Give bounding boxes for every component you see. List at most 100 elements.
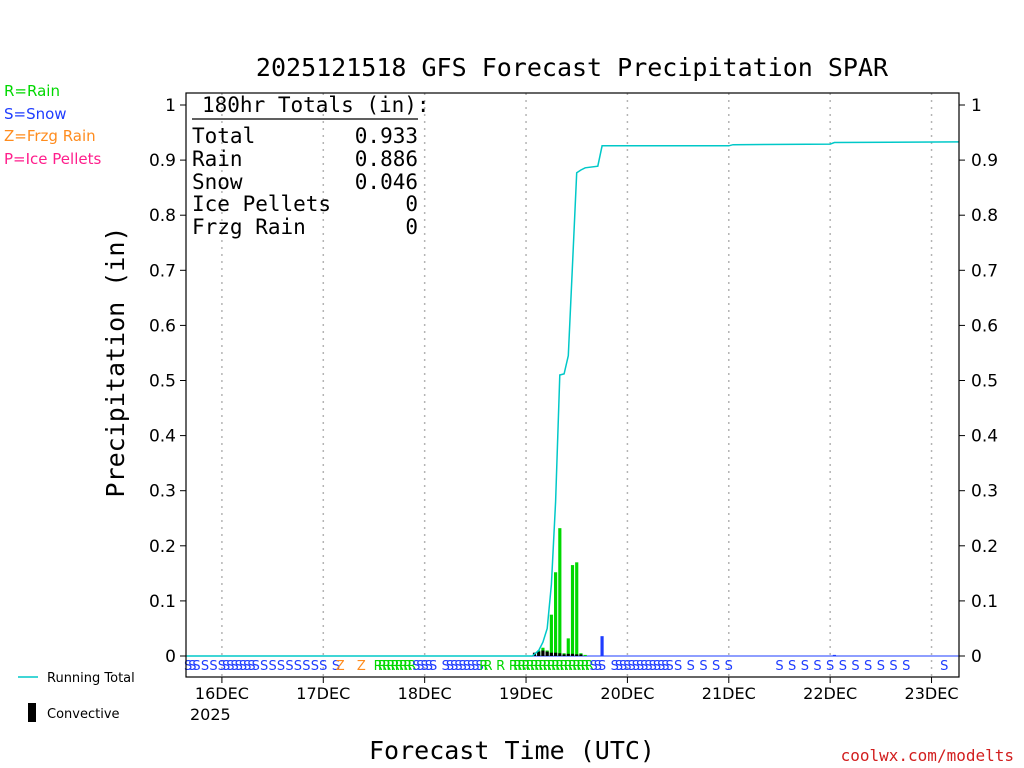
y-tick-label-left: 0.7 <box>149 261 176 281</box>
ptype-marker: S <box>218 659 226 674</box>
legend-ice-pellets: P=Ice Pellets <box>4 150 101 168</box>
y-tick-label-left: 0.3 <box>149 482 176 502</box>
ptype-marker: S <box>598 659 606 674</box>
ptype-marker: S <box>450 659 458 674</box>
axes: 0 00.1 0.10.2 0.20.3 0.30.4 0.40.5 0.50.6 0.60.… <box>149 92 998 703</box>
ptype-marker: S <box>657 659 665 674</box>
plot-frame <box>185 92 960 678</box>
totals-box: 180hr Totals (in): Total 0.933 Rain 0.88… <box>192 93 430 239</box>
ptype-marker: S <box>826 659 834 674</box>
y-tick-label-right: 0.4 <box>971 427 998 447</box>
y-tick-label-right: 0.7 <box>971 261 998 281</box>
ptype-marker: S <box>864 659 872 674</box>
ptype-marker: R <box>522 659 531 674</box>
ptype-marker: S <box>446 659 454 674</box>
ptype-marker: S <box>277 659 285 674</box>
legend-snow: S=Snow <box>4 105 67 123</box>
x-tick-label: 16DEC <box>195 684 249 703</box>
convective-bar <box>545 651 549 656</box>
convective-bar <box>554 652 558 656</box>
ptype-marker: S <box>788 659 796 674</box>
chart-title: 2025121518 GFS Forecast Precipitation SP… <box>256 53 889 82</box>
ptype-marker: S <box>674 659 682 674</box>
ptype-marker: S <box>425 659 433 674</box>
ptype-marker: S <box>268 659 276 674</box>
ptype-marker: S <box>661 659 669 674</box>
x-tick-label: 21DEC <box>702 684 756 703</box>
ptype-marker: S <box>454 659 462 674</box>
totals-label-rain: Rain <box>192 147 243 171</box>
running-total-line <box>186 141 960 657</box>
y-tick-label-right: 0.3 <box>971 482 998 502</box>
ptype-marker: S <box>687 659 695 674</box>
ptype-marker: S <box>184 659 192 674</box>
ptype-marker: S <box>302 659 310 674</box>
ptype-marker: S <box>775 659 783 674</box>
rain-bar <box>566 638 570 656</box>
ptype-marker: S <box>649 659 657 674</box>
source-link[interactable]: coolwx.com/modelts <box>841 746 1014 765</box>
legend-frzg-rain: Z=Frzg Rain <box>4 127 96 145</box>
ptype-marker: S <box>201 659 209 674</box>
ptype-marker: S <box>699 659 707 674</box>
convective-bar <box>562 654 566 656</box>
bar-series <box>532 528 836 656</box>
running-total-legend-label: Running Total <box>47 671 135 686</box>
ptype-marker: S <box>467 659 475 674</box>
ptype-marker: S <box>247 659 255 674</box>
x-axis-label: Forecast Time (UTC) <box>369 736 655 765</box>
ptype-marker: S <box>463 659 471 674</box>
ptype-marker: S <box>235 659 243 674</box>
ptype-marker: S <box>666 659 674 674</box>
totals-value-ice-pellets: 0 <box>405 192 418 216</box>
ptype-marker: S <box>640 659 648 674</box>
ptype-marker: S <box>239 659 247 674</box>
rain-bar <box>558 528 562 656</box>
y-tick-label-right: 0.5 <box>971 372 998 392</box>
y-tick-label-left: 0.6 <box>149 316 176 336</box>
ptype-marker: R <box>560 659 569 674</box>
y-tick-label-right: 0.8 <box>971 206 998 226</box>
ptype-marker: R <box>555 659 564 674</box>
ptype-marker: R <box>534 659 543 674</box>
ptype-marker: S <box>294 659 302 674</box>
ptype-marker: R <box>513 659 522 674</box>
totals-value-frzg-rain: 0 <box>405 215 418 239</box>
totals-label-frzg-rain: Frzg Rain <box>192 215 306 239</box>
y-tick-label-right: 0.1 <box>971 592 998 612</box>
convective-legend-label: Convective <box>47 707 120 722</box>
y-tick-label-left: 0.9 <box>149 151 176 171</box>
ptype-marker: S <box>209 659 217 674</box>
ptype-marker: S <box>653 659 661 674</box>
y-tick-label-left: 1 <box>165 96 176 116</box>
ptype-marker: S <box>319 659 327 674</box>
ptype-marker: S <box>589 659 597 674</box>
ptype-marker: R <box>517 659 526 674</box>
x-tick-label: 22DEC <box>803 684 857 703</box>
y-tick-label-right: 0.2 <box>971 537 998 557</box>
ptype-marker: S <box>877 659 885 674</box>
ptype-marker: S <box>615 659 623 674</box>
ptype-marker: S <box>222 659 230 674</box>
ptype-marker: S <box>252 659 260 674</box>
ptype-marker: R <box>391 659 400 674</box>
totals-value-rain: 0.886 <box>355 147 418 171</box>
ptype-marker: S <box>285 659 293 674</box>
totals-value-snow: 0.046 <box>355 170 418 194</box>
rain-bar <box>554 572 558 656</box>
ptype-marker: S <box>611 659 619 674</box>
ptype-marker: R <box>374 659 383 674</box>
ptype-marker: S <box>636 659 644 674</box>
y-tick-label-right: 0.6 <box>971 316 998 336</box>
y-tick-label-left: 0.4 <box>149 427 176 447</box>
ptype-marker: Z <box>336 659 345 674</box>
ptype-marker: R <box>403 659 412 674</box>
line-legend: Running Total Convective <box>18 671 135 722</box>
ptype-marker: S <box>412 659 420 674</box>
ptype-marker: S <box>230 659 238 674</box>
ptype-marker: S <box>594 659 602 674</box>
ptype-marker: S <box>311 659 319 674</box>
convective-bar <box>575 654 579 656</box>
